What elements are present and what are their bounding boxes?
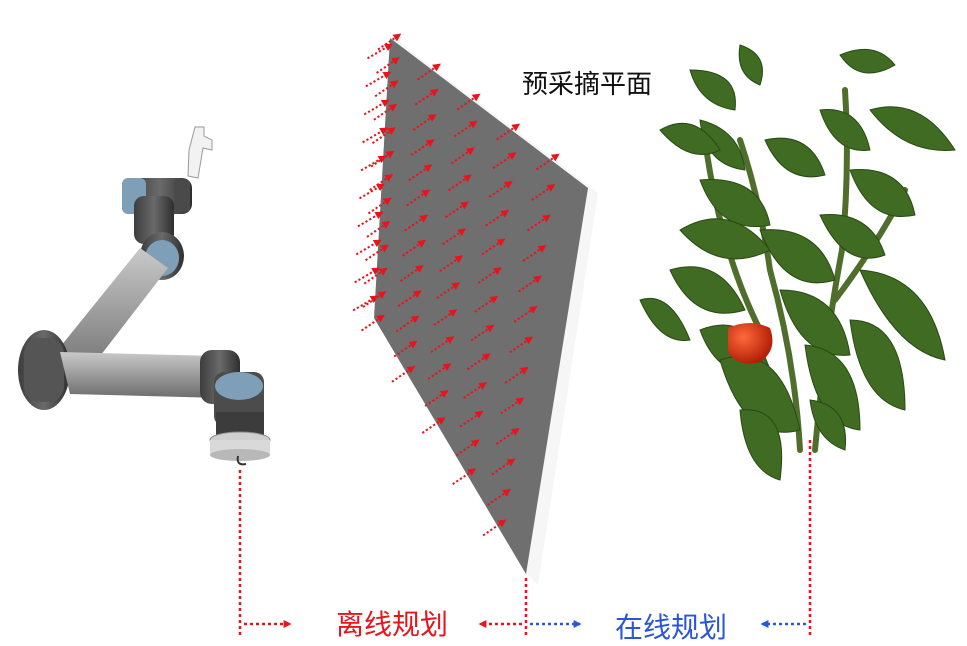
offline-arrow [518, 275, 542, 293]
offline-arrow [393, 340, 418, 358]
offline-arrow [424, 390, 449, 407]
offline-arrow [456, 93, 481, 111]
offline-arrow [366, 220, 391, 238]
offline-arrow [357, 211, 384, 228]
offline-arrow [453, 120, 478, 138]
offline-arrow [436, 282, 461, 300]
offline-arrow [408, 164, 433, 182]
offline-arrow [373, 103, 398, 121]
plant-icon [639, 44, 956, 481]
online-planning-label: 在线规划 [615, 611, 728, 644]
offline-arrow [363, 267, 388, 285]
offline-arrow [481, 238, 506, 256]
offline-arrow [414, 88, 439, 106]
offline-arrow [358, 183, 385, 200]
offline-arrow [427, 363, 452, 380]
offline-arrow [406, 189, 431, 207]
pepper-fruit-icon [728, 323, 773, 364]
offline-arrow [439, 255, 464, 273]
offline-arrow [363, 99, 390, 116]
offline-arrow [355, 239, 382, 256]
offline-arrow [509, 336, 534, 354]
offline-arrow [399, 265, 424, 282]
offline-arrow-grid [352, 33, 560, 537]
offline-planning-label: 离线规划 [336, 608, 449, 641]
offline-arrow [366, 43, 393, 60]
offline-arrow [531, 184, 556, 201]
offline-arrow [417, 63, 441, 81]
offline-arrow [447, 174, 472, 192]
offline-arrow [354, 267, 381, 284]
robot-arm-icon [18, 126, 271, 466]
offline-arrow [402, 239, 426, 257]
offline-arrow [526, 214, 551, 232]
offline-arrow [362, 127, 389, 144]
offline-arrow [445, 201, 469, 219]
offline-arrow [500, 397, 525, 415]
picking-plane-label: 预采摘平面 [522, 70, 653, 100]
offline-arrow [377, 33, 402, 51]
offline-arrow [485, 209, 510, 227]
offline-arrow [404, 214, 429, 232]
offline-arrow [450, 147, 475, 165]
picking-plane [374, 38, 598, 585]
offline-arrow [522, 245, 547, 262]
offline-arrow [371, 127, 396, 145]
offline-arrow [365, 71, 392, 88]
offline-arrow [412, 113, 437, 131]
offline-arrow [430, 336, 455, 353]
offline-arrow [360, 314, 385, 332]
offline-arrow [466, 353, 491, 371]
offline-arrow [459, 410, 484, 428]
offline-arrow [391, 365, 416, 383]
offline-arrow [397, 290, 422, 308]
offline-arrow [455, 439, 480, 457]
offline-arrow [410, 139, 435, 156]
offline-arrow [535, 153, 560, 171]
offline-arrow [495, 427, 520, 445]
offline-arrow [367, 197, 392, 215]
offline-arrow [369, 174, 394, 191]
offline-arrow [452, 468, 477, 486]
offline-arrow [463, 382, 488, 399]
offline-arrow [477, 267, 502, 284]
offline-arrow [421, 417, 446, 434]
offline-arrow [474, 295, 499, 313]
reference-lines [238, 440, 812, 635]
offline-arrow [442, 228, 467, 246]
offline-arrow [482, 519, 507, 537]
offline-arrow [491, 458, 516, 476]
offline-arrow [487, 488, 511, 506]
offline-arrow [433, 309, 458, 326]
offline-arrow [360, 155, 387, 172]
offline-arrow [376, 56, 400, 74]
offline-arrow [395, 315, 420, 333]
offline-arrow [504, 366, 529, 384]
offline-arrow [352, 295, 379, 312]
offline-arrow [374, 80, 399, 98]
offline-arrow [488, 180, 513, 198]
offline-arrow [470, 324, 495, 342]
offline-arrow [365, 244, 389, 262]
offline-arrow [496, 123, 521, 141]
offline-arrow [492, 152, 517, 170]
offline-arrow [513, 305, 538, 323]
